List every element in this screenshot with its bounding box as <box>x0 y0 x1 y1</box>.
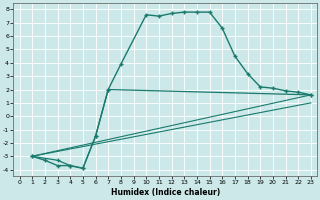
X-axis label: Humidex (Indice chaleur): Humidex (Indice chaleur) <box>111 188 220 197</box>
